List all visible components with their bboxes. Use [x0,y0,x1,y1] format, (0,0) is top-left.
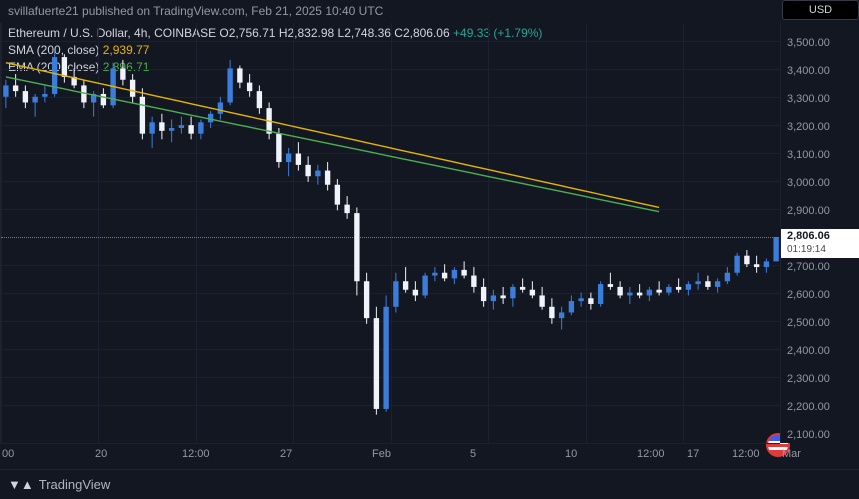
time-tick: 12:00 [732,448,760,460]
price-tick: 3,500.00 [787,37,830,49]
price-tick: 2,400.00 [787,345,830,357]
price-tick: 3,300.00 [787,93,830,105]
time-tick: 10 [565,448,577,460]
time-tick: 17 [687,448,699,460]
price-axis[interactable]: 3,500.00 3,400.00 3,300.00 3,200.00 3,10… [780,23,859,443]
candlestick-plot-area[interactable] [0,23,781,443]
time-tick: 12:00 [182,448,210,460]
price-tick: 3,200.00 [787,121,830,133]
time-tick-trailing: Mar [782,448,857,460]
tradingview-chart-window: svillafuerte21 published on TradingView.… [0,0,859,499]
price-tick: 3,400.00 [787,65,830,77]
price-tick: 2,500.00 [787,317,830,329]
tradingview-logo-text: TradingView [39,477,111,492]
price-tick: 2,100.00 [787,429,830,441]
price-tick: 2,700.00 [787,261,830,273]
price-tick: 2,900.00 [787,205,830,217]
price-tick: 2,600.00 [787,289,830,301]
time-tick: 5 [470,448,476,460]
moving-average-lines [1,23,781,443]
price-tick: 2,200.00 [787,401,830,413]
time-axis[interactable]: 00 20 12:00 27 Feb 5 10 12:00 17 12:00 M… [0,443,780,464]
time-tick: 27 [280,448,292,460]
bottom-branding-bar: ▼▲ TradingView [0,469,859,499]
price-tick: 2,300.00 [787,373,830,385]
publish-caption: svillafuerte21 published on TradingView.… [8,4,383,18]
time-tick: 00 [2,448,14,460]
tradingview-logo-icon: ▼▲ [8,477,34,492]
price-tick: 3,000.00 [787,177,830,189]
time-tick: Feb [372,448,391,460]
currency-badge: USD [782,0,859,20]
time-tick: 12:00 [637,448,665,460]
current-price-tick: 2,806.06 01:19:14 [781,229,859,258]
time-tick: 20 [95,448,107,460]
price-tick: 3,100.00 [787,149,830,161]
